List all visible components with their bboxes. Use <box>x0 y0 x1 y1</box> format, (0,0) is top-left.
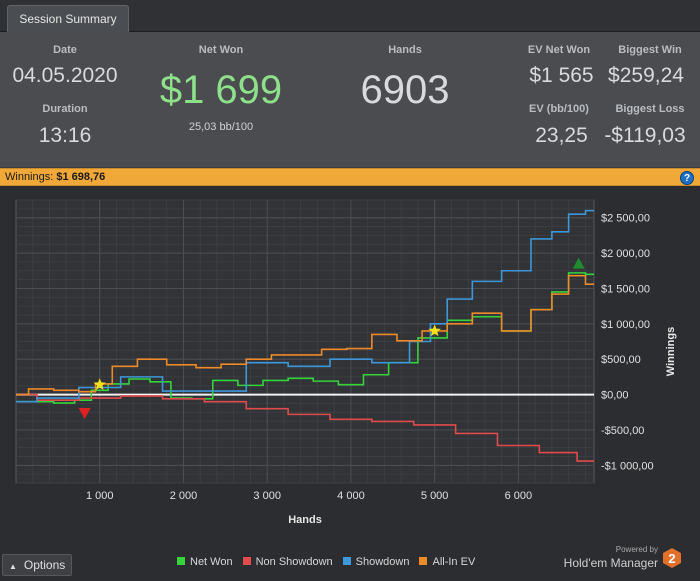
winnings-text: Winnings: $1 698,76 <box>5 171 105 183</box>
y-tick-label: -$1 000,00 <box>601 460 654 472</box>
legend-swatch <box>177 557 185 565</box>
date-value: 04.05.2020 <box>12 64 118 87</box>
help-icon[interactable]: ? <box>680 171 694 185</box>
biggest-loss-value: -$119,03 <box>604 124 686 147</box>
legend-label: Showdown <box>355 556 410 568</box>
start-star-1 <box>93 378 106 390</box>
ev-net-won-value: $1 565 <box>529 64 594 87</box>
net-won-value: $1 699 <box>159 68 283 112</box>
y-tick-label: -$500,00 <box>601 425 644 437</box>
biggest-win-label: Biggest Win <box>618 44 682 56</box>
chart-legend: Net Won Non Showdown Showdown All-In EV <box>177 556 485 572</box>
biggest-win-marker <box>572 257 585 269</box>
powered-by-text: Powered by <box>615 545 658 554</box>
x-tick-label: 1 000 <box>86 490 114 502</box>
date-label: Date <box>53 44 77 56</box>
brand-logo-text: 2 <box>668 551 675 566</box>
options-button[interactable]: ▲ Options <box>2 554 72 576</box>
duration-value: 13:16 <box>38 124 92 147</box>
options-label: Options <box>23 558 66 572</box>
net-won-label: Net Won <box>198 44 244 56</box>
legend-swatch <box>419 557 428 565</box>
y-tick-label: $1 500,00 <box>601 283 650 295</box>
winnings-chart-svg: 1 000 2 000 3 000 4 000 5 000 6 000 $2 500,00 $… <box>15 199 677 526</box>
brand-block: Powered by Hold'em Manager <box>560 545 660 575</box>
biggest-win-value: $259,24 <box>608 64 684 87</box>
ev-net-won-label: EV Net Won <box>527 44 591 56</box>
ev-bb-label: EV (bb/100) <box>529 103 589 115</box>
x-tick-label: 4 000 <box>337 490 365 502</box>
tab-bar: Session Summary <box>0 0 700 32</box>
tab-session-summary[interactable]: Session Summary <box>7 5 129 32</box>
y-axis-label: Winnings <box>665 327 677 376</box>
ev-bb-value: 23,25 <box>535 124 588 147</box>
x-tick-label: 6 000 <box>505 490 533 502</box>
brand-name: Hold'em Manager <box>563 556 658 570</box>
legend-item[interactable]: Net Won <box>177 556 233 568</box>
legend-swatch <box>342 557 351 565</box>
x-tick-label: 5 000 <box>421 490 449 502</box>
legend-item[interactable]: All-In EV <box>419 556 475 568</box>
brand-logo-icon: 2 <box>663 548 681 568</box>
duration-label: Duration <box>42 103 88 115</box>
x-tick-label: 3 000 <box>253 490 281 502</box>
legend-swatch <box>242 557 251 565</box>
start-star-2 <box>428 324 441 337</box>
bottom-bar: ▲ Options Net Won Non Showdown Showdown All-… <box>0 545 700 581</box>
legend-item[interactable]: Non Showdown <box>242 556 333 568</box>
y-tick-label: $0,00 <box>601 390 629 402</box>
series-line-non-showdown <box>16 393 594 462</box>
bb-per-100-value: 25,03 bb/100 <box>188 121 254 133</box>
y-tick-label: $500,00 <box>601 354 641 366</box>
legend-item[interactable]: Showdown <box>342 556 410 568</box>
winnings-banner: Winnings: $1 698,76 ? <box>0 168 700 186</box>
caret-up-icon: ▲ <box>9 562 17 571</box>
biggest-loss-marker <box>78 407 91 419</box>
legend-label: All-In EV <box>432 556 476 568</box>
winnings-chart: 1 000 2 000 3 000 4 000 5 000 6 000 $2 500,00 $… <box>0 187 700 552</box>
series-line-showdown <box>16 209 594 403</box>
winnings-label: Winnings: <box>5 171 54 183</box>
x-tick-label: 2 000 <box>170 490 198 502</box>
hands-label: Hands <box>388 44 422 56</box>
winnings-value: $1 698,76 <box>56 171 106 183</box>
x-axis-label: Hands <box>288 514 322 526</box>
y-tick-label: $2 000,00 <box>601 248 650 260</box>
biggest-loss-label: Biggest Loss <box>615 103 685 115</box>
y-tick-label: $2 500,00 <box>601 213 650 225</box>
y-tick-label: $1 000,00 <box>601 319 650 331</box>
summary-panel: Date 04.05.2020 Duration 13:16 Net Won $… <box>0 32 700 168</box>
legend-label: Net Won <box>190 556 233 568</box>
hands-value: 6903 <box>360 68 450 112</box>
legend-label: Non Showdown <box>255 556 333 568</box>
